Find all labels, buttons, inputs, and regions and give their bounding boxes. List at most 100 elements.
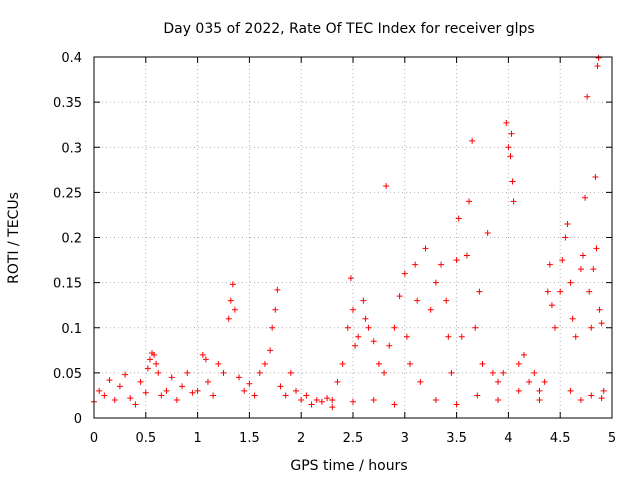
data-point (515, 360, 522, 367)
data-point (588, 392, 595, 399)
chart-title: Day 035 of 2022, Rate Of TEC Index for r… (163, 21, 534, 37)
data-point (455, 215, 462, 222)
data-point (445, 333, 452, 340)
data-point (146, 356, 153, 363)
data-point (526, 378, 533, 385)
data-point (360, 297, 367, 304)
tick-marks (93, 56, 613, 419)
data-point (375, 360, 382, 367)
data-point (458, 333, 465, 340)
data-point (127, 395, 134, 402)
y-tick-labels: 0 0.05 0.1 0.15 0.2 0.25 0.3 0.35 0.4 (53, 51, 82, 427)
data-point (344, 324, 351, 331)
data-point (510, 198, 517, 205)
data-point (552, 324, 559, 331)
data-point (210, 392, 217, 399)
data-point (396, 293, 403, 300)
data-point (594, 63, 601, 70)
data-point (324, 395, 331, 402)
data-point (246, 380, 253, 387)
data-point (189, 389, 196, 396)
x-tick-label: 2 (297, 431, 305, 446)
y-tick-label: 0.35 (53, 96, 82, 111)
data-point (229, 281, 236, 288)
data-point (391, 324, 398, 331)
data-point (155, 369, 162, 376)
data-point (463, 252, 470, 259)
y-tick-label: 0 (74, 412, 82, 427)
data-point (472, 324, 479, 331)
data-point (184, 369, 191, 376)
data-point (199, 351, 206, 358)
data-point (329, 404, 336, 411)
data-point (588, 324, 595, 331)
data-point (225, 315, 232, 322)
data-point (355, 333, 362, 340)
data-point (403, 333, 410, 340)
data-point (277, 383, 284, 390)
data-point (272, 306, 279, 313)
data-point (386, 342, 393, 349)
data-point (507, 153, 514, 160)
data-point (577, 396, 584, 403)
data-point (308, 401, 315, 408)
data-point (508, 130, 515, 137)
x-tick-label: 5 (608, 431, 616, 446)
data-point (370, 338, 377, 345)
data-point (541, 378, 548, 385)
data-point (544, 288, 551, 295)
data-point (144, 365, 151, 372)
data-point (204, 378, 211, 385)
y-tick-label: 0.05 (53, 367, 82, 382)
data-point (515, 387, 522, 394)
data-point (153, 360, 160, 367)
data-point (251, 392, 258, 399)
data-point (500, 369, 507, 376)
data-point (548, 302, 555, 309)
data-point (220, 369, 227, 376)
data-point (261, 360, 268, 367)
data-point (194, 387, 201, 394)
data-point (590, 266, 597, 273)
data-point (592, 174, 599, 181)
data-point (438, 261, 445, 268)
y-tick-label: 0.25 (53, 186, 82, 201)
data-point (173, 396, 180, 403)
data-point (334, 378, 341, 385)
data-point (132, 401, 139, 408)
data-point (116, 383, 123, 390)
data-point (584, 93, 591, 100)
data-point (476, 288, 483, 295)
data-point (495, 378, 502, 385)
data-point (168, 374, 175, 381)
data-point (412, 261, 419, 268)
data-point (595, 54, 602, 61)
data-point (577, 266, 584, 273)
data-point (593, 245, 600, 252)
data-point (241, 387, 248, 394)
data-point (111, 396, 118, 403)
data-point (274, 286, 281, 293)
data-point (564, 220, 571, 227)
data-point (303, 392, 310, 399)
data-point (596, 306, 603, 313)
data-point (163, 387, 170, 394)
data-point (427, 306, 434, 313)
y-tick-label: 0.4 (61, 51, 82, 66)
data-point (347, 275, 354, 282)
data-point (329, 396, 336, 403)
data-point (282, 392, 289, 399)
data-point (557, 288, 564, 295)
data-point (559, 257, 566, 264)
data-point (313, 396, 320, 403)
data-point (370, 396, 377, 403)
data-point (101, 392, 108, 399)
data-point (122, 371, 129, 378)
data-point (293, 387, 300, 394)
data-point (422, 245, 429, 252)
y-tick-label: 0.15 (53, 277, 82, 292)
data-point (269, 324, 276, 331)
data-point (362, 315, 369, 322)
data-point (600, 387, 607, 394)
